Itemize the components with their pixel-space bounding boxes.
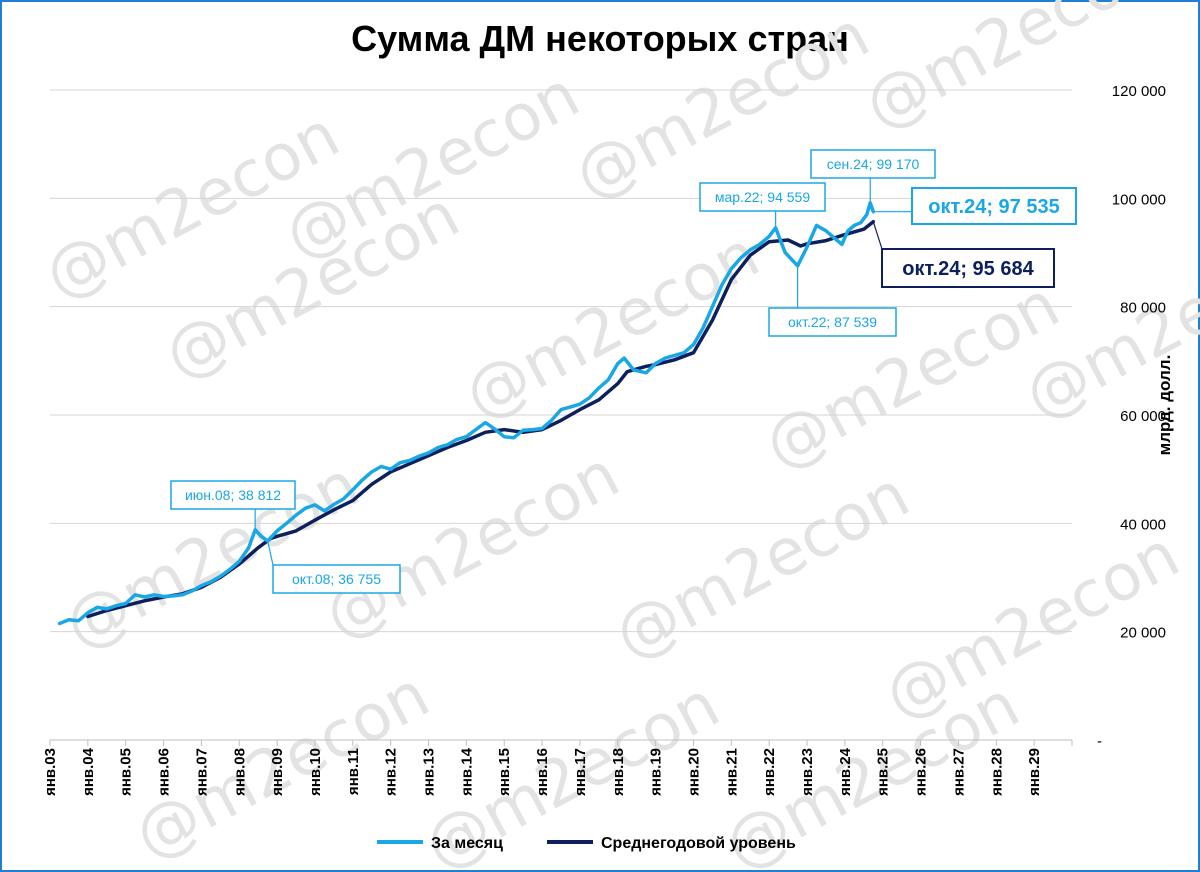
legend-label: За месяц bbox=[431, 835, 503, 852]
legend: За месяц Среднегодовой уровень bbox=[377, 835, 796, 852]
x-tick-label: янв.29 bbox=[1026, 748, 1043, 796]
series-line-monthly bbox=[57, 201, 876, 626]
annotations: июн.08; 38 812 окт.08; 36 755 мар.22; 94 5… bbox=[170, 149, 1077, 594]
x-tick-label: янв.15 bbox=[496, 748, 513, 796]
x-tick-label: янв.08 bbox=[231, 748, 248, 796]
x-tick-label: янв.20 bbox=[685, 748, 702, 796]
watermark-text: @m2econ bbox=[603, 458, 921, 674]
legend-label: Среднегодовой уровень bbox=[601, 835, 796, 852]
x-tick-label: янв.05 bbox=[118, 748, 135, 796]
annotation-label: окт.22; 87 539 bbox=[788, 314, 877, 330]
x-tick-label: янв.22 bbox=[761, 748, 778, 796]
y-tick-label: 60 000 bbox=[1120, 408, 1166, 425]
annotation-box bbox=[768, 307, 897, 337]
annotation-label: июн.08; 38 812 bbox=[185, 487, 281, 503]
annotation-box bbox=[881, 248, 1055, 288]
annotation-label: сен.24; 99 170 bbox=[827, 156, 920, 172]
annotation-box bbox=[272, 564, 401, 594]
annotation-label: мар.22; 94 559 bbox=[715, 189, 810, 205]
x-tick-label: янв.25 bbox=[875, 748, 892, 796]
annotation-box bbox=[699, 182, 826, 212]
x-tick-label: янв.28 bbox=[988, 748, 1005, 796]
x-tick-label: янв.09 bbox=[269, 748, 286, 796]
gridlines bbox=[50, 89, 1072, 633]
x-tick-label: янв.18 bbox=[610, 748, 627, 796]
y-tick-label: 100 000 bbox=[1112, 191, 1166, 208]
x-tick-label: янв.14 bbox=[458, 747, 475, 796]
annotation-label: окт.24; 95 684 bbox=[902, 258, 1034, 280]
x-tick-label: янв.06 bbox=[156, 748, 173, 796]
y-tick-label: 120 000 bbox=[1112, 83, 1166, 100]
y-axis-label: млрд. долл. bbox=[1155, 355, 1174, 456]
x-tick-label: янв.27 bbox=[950, 748, 967, 796]
x-tick-label: янв.13 bbox=[421, 748, 438, 796]
watermark-text: @m2econ bbox=[563, 0, 881, 214]
x-tick-label: янв.26 bbox=[913, 748, 930, 796]
annotation-box bbox=[170, 480, 296, 510]
x-tick-label: янв.12 bbox=[383, 748, 400, 796]
annotation-label: окт.08; 36 755 bbox=[292, 571, 381, 587]
x-tick-label: янв.23 bbox=[799, 748, 816, 796]
watermarks: @m2econ@m2econ@m2econ@m2econ@m2econ@m2ec… bbox=[33, 0, 1200, 872]
y-tick-label: - bbox=[1097, 733, 1102, 750]
series-lines bbox=[57, 201, 876, 626]
x-tick-label: янв.03 bbox=[42, 748, 59, 796]
x-tick-label: янв.21 bbox=[723, 748, 740, 796]
watermark-text: @m2econ bbox=[853, 0, 1171, 144]
annotation-leader bbox=[872, 221, 883, 250]
x-tick-label: янв.19 bbox=[648, 748, 665, 796]
y-tick-label: 40 000 bbox=[1120, 516, 1166, 533]
watermark-text: @m2econ bbox=[453, 218, 771, 434]
x-tick-label: янв.07 bbox=[193, 748, 210, 796]
annotation-box bbox=[810, 149, 936, 179]
y-tick-label: 20 000 bbox=[1120, 625, 1166, 642]
x-tick-label: янв.10 bbox=[307, 748, 324, 796]
x-tick-label: янв.04 bbox=[80, 747, 97, 796]
y-axis: - 20 000 40 000 60 000 80 000 100 000 120 000 м… bbox=[1097, 83, 1174, 750]
y-tick-label: 80 000 bbox=[1120, 300, 1166, 317]
annotation-leader bbox=[267, 540, 274, 566]
x-axis: янв.03 янв.04 янв.05 янв.06 янв.07 янв.08 янв.… bbox=[42, 739, 1073, 796]
x-tick-label: янв.17 bbox=[572, 748, 589, 796]
x-tick-label: янв.24 bbox=[837, 747, 854, 796]
x-tick-label: янв.11 bbox=[345, 748, 362, 795]
x-tick-label: янв.16 bbox=[534, 748, 551, 796]
annotation-label: окт.24; 97 535 bbox=[928, 196, 1059, 218]
watermark-text: @m2econ bbox=[313, 438, 631, 654]
chart-title: Сумма ДМ некоторых стран bbox=[351, 18, 849, 59]
annotation-box bbox=[911, 187, 1077, 225]
